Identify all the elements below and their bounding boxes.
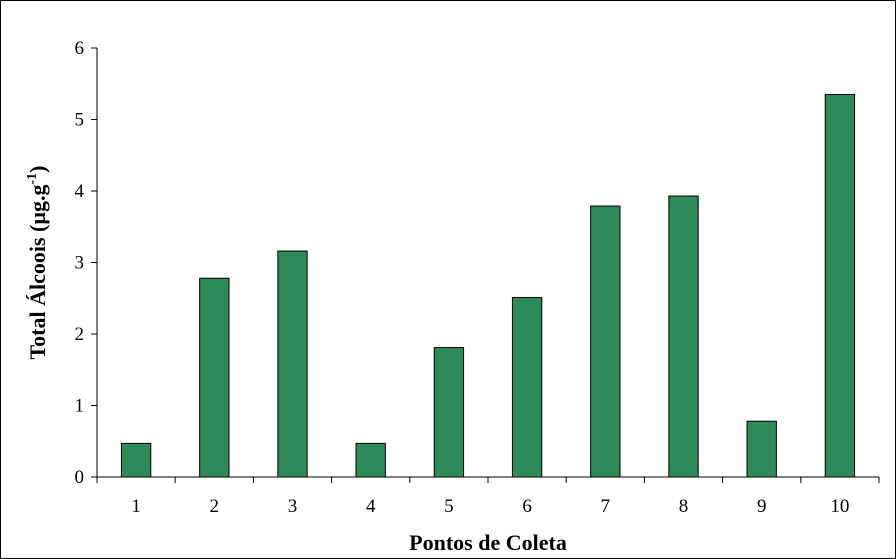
bar-8: [668, 195, 699, 478]
x-axis-title: Pontos de Coleta: [409, 530, 567, 555]
y-axis-title-main: Total Álcoois (µg.g: [25, 184, 50, 359]
x-tick-label: 5: [444, 496, 454, 517]
y-axis-title-superscript: -1: [25, 173, 40, 185]
x-tick-label: 3: [288, 496, 298, 517]
y-tick-label: 2: [75, 324, 85, 345]
y-ticks: 0 1 2 3 4 5 6: [75, 38, 97, 488]
x-tick-label: 9: [757, 496, 767, 517]
y-axis-title: Total Álcoois (µg.g-1): [25, 165, 50, 359]
bar-6: [511, 297, 543, 478]
bar-1: [120, 442, 152, 478]
x-ticks: 1 2 3 4 5 6 7 8 9 10: [96, 477, 880, 517]
bar-3: [277, 250, 308, 478]
x-tick-label: 10: [830, 496, 849, 517]
y-tick-label: 0: [75, 467, 85, 488]
bar-4: [355, 442, 386, 478]
bar-10: [824, 93, 856, 478]
x-tick-label: 6: [522, 496, 532, 517]
bars-layer: [120, 93, 856, 478]
x-tick-label: 1: [131, 496, 141, 517]
x-tick-label: 2: [210, 496, 220, 517]
y-tick-label: 1: [75, 396, 85, 417]
y-tick-label: 3: [75, 253, 85, 274]
bar-2: [199, 277, 230, 478]
y-tick-label: 4: [75, 181, 85, 202]
y-tick-label: 5: [75, 110, 85, 131]
x-tick-label: 7: [601, 496, 611, 517]
bar-7: [590, 205, 621, 478]
bar-5: [433, 347, 465, 478]
y-axis-title-close: ): [25, 165, 50, 172]
bar-9: [746, 420, 777, 478]
x-tick-label: 8: [679, 496, 689, 517]
x-tick-label: 4: [366, 496, 376, 517]
y-tick-label: 6: [75, 38, 85, 59]
